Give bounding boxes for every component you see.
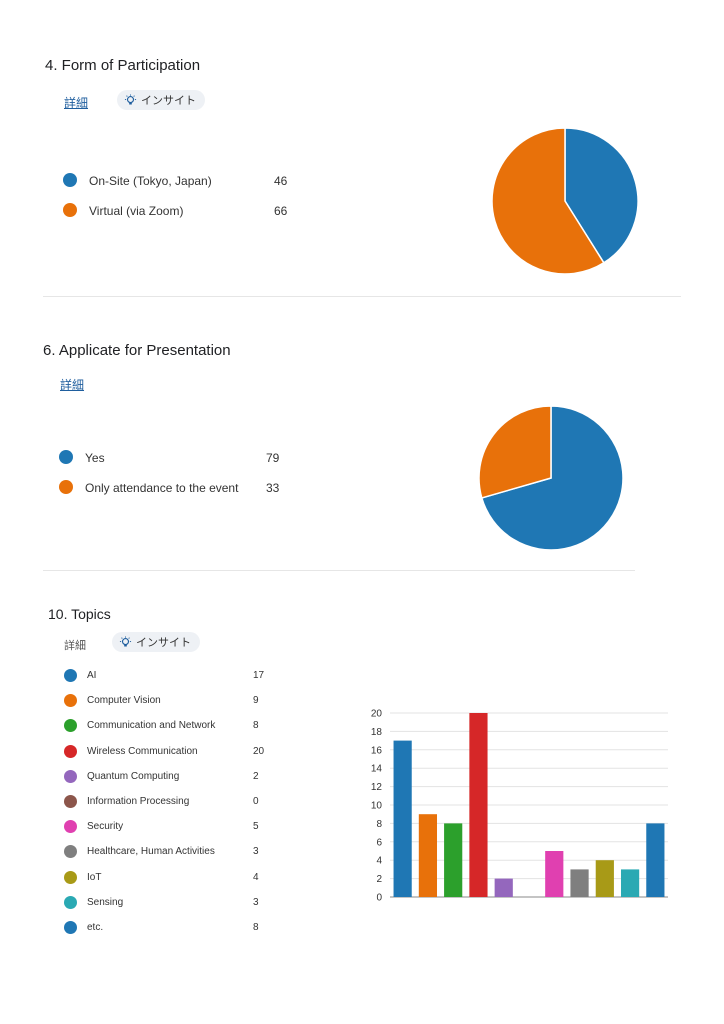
legend-value: 2 [253,770,259,782]
legend-value: 46 [274,174,288,188]
q10-title: 10. Topics [48,606,111,622]
legend-swatch [64,744,77,758]
legend-label: Wireless Communication [87,745,198,757]
legend-swatch [64,845,77,859]
legend-label: IoT [87,871,102,883]
y-tick-label: 16 [371,745,383,756]
pie-slice [478,405,552,499]
legend-swatch [64,769,77,783]
legend-label: Healthcare, Human Activities [87,846,215,858]
bar [545,851,564,897]
bar [418,814,438,897]
bar [494,878,513,897]
y-tick-label: 0 [376,893,382,904]
y-tick-label: 18 [371,727,383,738]
y-tick-label: 12 [371,782,383,793]
q6-detail-link[interactable]: 詳細 [60,378,85,392]
legend-label: Information Processing [87,796,190,807]
y-tick-label: 20 [371,709,383,720]
insight-label: インサイト [136,637,191,649]
legend-swatch [64,669,77,682]
legend-swatch [59,480,73,494]
legend-value: 79 [266,451,280,465]
legend-label: Communication and Network [87,720,216,732]
legend-label: Quantum Computing [87,770,180,782]
legend-label: AI [87,670,97,681]
q10-bar-chart: 0 2 4 6 8 10 12 14 16 18 20 [371,709,668,904]
legend-swatch [64,820,77,834]
q4-detail-link[interactable]: 詳細 [64,96,89,110]
bar [570,869,589,897]
y-tick-label: 10 [371,801,383,812]
q4-title: 4. Form of Participation [45,57,201,74]
pie-slice [480,405,624,551]
pie-slice [491,127,605,275]
bar [444,823,463,897]
q10-detail-link[interactable]: 詳細 [64,640,86,652]
y-tick-label: 4 [376,856,382,867]
legend-label: Only attendance to the event [85,481,239,495]
legend-value: 0 [253,796,259,807]
legend-value: 8 [253,720,259,732]
y-tick-label: 2 [376,874,382,885]
section-divider [43,570,635,571]
legend-value: 4 [253,871,259,883]
legend-swatch [59,450,73,464]
legend-swatch [63,173,77,187]
legend-label: Sensing [87,896,124,908]
legend-value: 8 [253,922,259,933]
legend-swatch [64,895,77,909]
legend-swatch [64,921,77,934]
legend-value: 5 [253,821,259,833]
legend-label: Security [87,821,124,833]
bar [595,860,614,897]
legend-swatch [64,795,77,808]
legend-value: 9 [253,695,259,707]
section-divider [43,296,681,297]
q4-pie-chart [491,127,639,275]
q6-pie-chart [478,405,624,551]
bar [646,823,665,897]
bar [393,740,412,897]
legend-swatch [63,203,77,217]
legend-value: 20 [253,745,265,757]
legend-label: Computer Vision [87,695,161,707]
insight-label: インサイト [141,95,196,107]
legend-value: 17 [253,670,265,681]
legend-swatch [64,694,77,708]
legend-swatch [64,719,77,733]
legend-swatch [64,870,77,884]
legend-value: 33 [266,481,280,495]
y-tick-label: 8 [376,819,382,830]
lightbulb-icon [124,93,137,104]
legend-label: etc. [87,922,104,933]
q10-insight-button[interactable]: インサイト [112,632,200,652]
y-tick-label: 6 [376,837,382,848]
lightbulb-icon [119,635,132,646]
legend-label: Virtual (via Zoom) [89,204,184,218]
q4-insight-button[interactable]: インサイト [117,90,205,110]
q10-legend: AI 17 Computer Vision 9 Communication and Ne… [64,669,284,939]
legend-label: Yes [85,451,105,465]
legend-value: 66 [274,204,288,218]
y-tick-label: 14 [371,764,383,775]
bar [620,869,640,897]
q6-title: 6. Applicate for Presentation [43,342,231,359]
legend-label: On-Site (Tokyo, Japan) [89,174,212,188]
legend-value: 3 [253,846,259,858]
legend-value: 3 [253,896,259,908]
bar [469,713,488,897]
